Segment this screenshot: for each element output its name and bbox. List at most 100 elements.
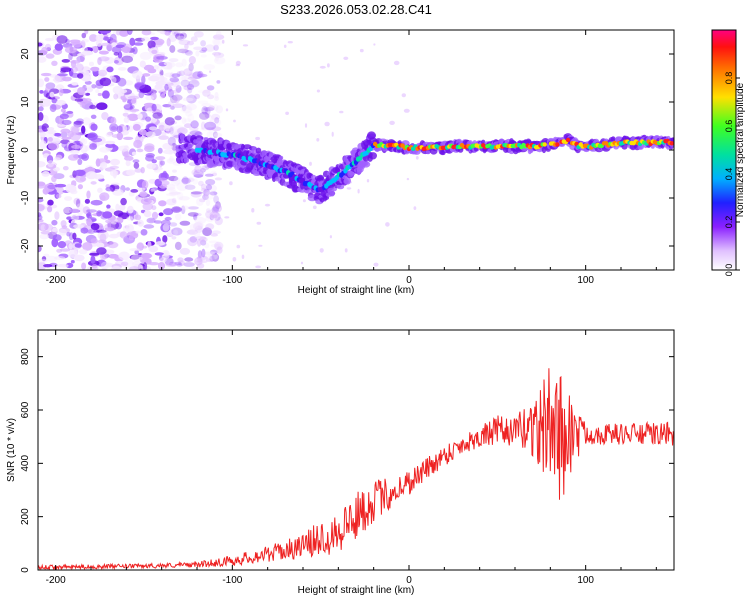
noise-cell [85,85,92,89]
noise-cell [196,220,204,228]
noise-cell [327,63,330,68]
noise-cell [91,84,97,89]
noise-cell [185,177,195,182]
noise-cell [186,40,194,46]
noise-cell [123,151,130,158]
noise-cell [205,215,216,222]
noise-cell [201,106,208,115]
noise-cell [101,267,107,270]
noise-cell [155,156,166,161]
noise-cell [99,233,107,242]
noise-cell [86,218,93,227]
noise-cell [166,158,177,164]
noise-cell [38,161,46,168]
noise-cell [158,135,169,140]
noise-cell [158,177,168,182]
noise-cell [225,108,229,112]
noise-cell [96,158,109,164]
noise-cell [82,117,91,126]
noise-cell [195,50,200,57]
noise-cell [389,120,395,125]
noise-cell [57,73,68,77]
noise-cell [81,262,87,270]
noise-cell [153,65,159,70]
noise-cell [141,36,150,42]
spectrogram-x-tick-label: -200 [46,275,66,286]
noise-cell [186,83,195,90]
noise-cell [45,86,51,92]
noise-cell [169,156,174,162]
noise-cell [189,236,198,243]
noise-cell [170,106,175,110]
noise-cell [57,241,67,249]
noise-cell [151,211,159,220]
noise-cell [194,165,202,174]
noise-cell [191,79,199,84]
noise-cell [215,105,223,114]
noise-cell [38,112,44,121]
noise-cell [152,112,163,119]
noise-cell [60,67,72,73]
noise-cell [191,191,203,195]
ridge-halo-cell [344,177,351,185]
noise-cell [174,30,186,35]
noise-cell [285,111,289,116]
noise-cell [187,237,198,247]
noise-cell [172,169,177,173]
ridge-core-cell [555,142,560,147]
noise-cell [134,214,142,221]
noise-cell [212,34,225,40]
noise-cell [167,187,176,192]
noise-cell [181,117,187,124]
noise-cell [45,37,55,42]
noise-cell [213,44,219,51]
noise-cell [47,127,55,131]
noise-cell [209,130,218,136]
noise-cell [128,266,140,270]
noise-cell [385,222,390,227]
noise-cell [212,214,218,219]
noise-cell [69,132,82,141]
noise-cell [212,131,218,139]
noise-cell [39,233,49,240]
noise-cell [78,249,88,255]
noise-cell [196,263,205,269]
noise-cell [105,143,116,149]
noise-cell [134,168,143,173]
noise-cell [130,189,139,193]
noise-cell [42,98,51,107]
noise-cell [147,40,156,49]
noise-cell [73,120,82,128]
noise-cell [168,175,179,182]
noise-cell [116,30,122,36]
noise-cell [213,52,225,58]
noise-cell [174,261,182,266]
noise-cell [169,222,178,227]
noise-cell [157,262,166,270]
noise-cell [109,123,119,132]
colorbar-tick-label: 0.0 [724,264,734,277]
noise-cell [194,257,203,266]
snr-y-tick-label: 800 [20,348,31,365]
noise-cell [126,216,134,221]
noise-cell [101,112,109,120]
noise-cell [105,132,113,138]
noise-cell [120,197,127,206]
noise-cell [175,32,185,40]
noise-cell [168,83,181,89]
noise-cell [406,177,410,181]
noise-cell [51,238,59,248]
noise-cell [211,172,218,177]
noise-cell [99,33,104,40]
noise-cell [77,184,83,190]
noise-cell [141,75,146,84]
noise-cell [92,45,99,54]
ridge-halo-cell [195,137,203,145]
noise-cell [65,183,74,193]
noise-cell [339,110,344,114]
noise-cell [42,187,49,195]
ridge-halo-cell [336,184,345,190]
noise-cell [89,34,98,42]
noise-cell [81,39,89,43]
noise-cell [171,142,178,151]
